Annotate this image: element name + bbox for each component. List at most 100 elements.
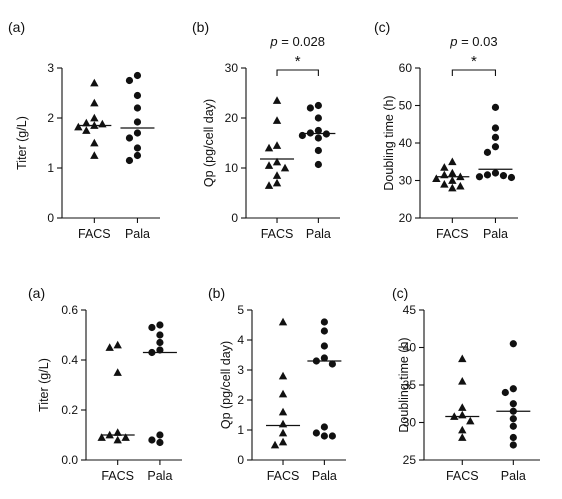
panel-top-a: (a) 0 1 2 3 Titer (g/L) FACS Pala bbox=[8, 19, 160, 241]
x-category-label: FACS bbox=[261, 227, 294, 241]
data-point-triangle bbox=[113, 368, 122, 376]
y-tick-label: 50 bbox=[399, 99, 413, 113]
data-point-circle bbox=[156, 321, 164, 329]
panel-label: (c) bbox=[392, 285, 408, 301]
data-point-triangle bbox=[121, 433, 130, 441]
data-point-circle bbox=[125, 156, 134, 165]
panel-bottom-b: (b) 0 1 2 3 4 5 Qp (pg/cell day) FACS Pala bbox=[208, 285, 346, 483]
p-value-label: p = 0.028 bbox=[269, 34, 325, 49]
y-tick-label: 0 bbox=[47, 211, 54, 225]
data-point-circle bbox=[320, 432, 328, 440]
data-point-circle bbox=[320, 327, 328, 335]
data-point-triangle bbox=[264, 143, 274, 152]
data-point-triangle bbox=[272, 96, 282, 104]
data-point-triangle bbox=[280, 163, 290, 172]
data-point-circle bbox=[509, 340, 517, 348]
data-point-triangle bbox=[98, 119, 107, 128]
data-point-circle bbox=[314, 114, 322, 122]
data-point-circle bbox=[156, 346, 164, 354]
data-point-circle bbox=[314, 134, 322, 142]
y-tick-label: 20 bbox=[225, 111, 239, 125]
y-tick-label: 30 bbox=[403, 416, 417, 430]
data-point-circle bbox=[509, 385, 517, 393]
y-axis-label: Doubling time (h) bbox=[382, 95, 396, 190]
data-point-circle bbox=[320, 318, 328, 326]
x-category-label: Pala bbox=[483, 227, 508, 241]
data-point-triangle bbox=[82, 126, 91, 134]
y-tick-label: 0.0 bbox=[61, 453, 78, 467]
data-point-circle bbox=[509, 422, 517, 430]
data-point-triangle bbox=[82, 118, 91, 127]
significance-star: * bbox=[295, 53, 301, 70]
data-point-triangle bbox=[270, 440, 280, 449]
data-point-circle bbox=[156, 431, 164, 439]
data-point-circle bbox=[125, 76, 134, 85]
panel-top-b: (b) 0 10 20 30 Qp (pg/cell day) FACS Pala * p = 0… bbox=[192, 19, 340, 241]
data-point-triangle bbox=[448, 176, 457, 184]
data-point-triangle bbox=[278, 317, 288, 326]
panel-label: (b) bbox=[192, 19, 209, 35]
data-point-circle bbox=[491, 169, 500, 177]
data-point-triangle bbox=[264, 181, 274, 189]
data-point-triangle bbox=[278, 428, 288, 437]
data-point-triangle bbox=[456, 181, 465, 190]
y-tick-label: 5 bbox=[237, 303, 244, 317]
y-tick-label: 0 bbox=[237, 453, 244, 467]
data-point-circle bbox=[125, 134, 134, 142]
y-tick-label: 2 bbox=[47, 111, 54, 125]
data-point-triangle bbox=[113, 340, 122, 349]
y-tick-label: 0.6 bbox=[61, 303, 78, 317]
data-point-circle bbox=[314, 101, 322, 110]
x-category-label: FACS bbox=[446, 469, 479, 483]
data-point-circle bbox=[501, 388, 509, 397]
y-tick-label: 1 bbox=[47, 161, 54, 175]
data-point-triangle bbox=[90, 98, 99, 107]
x-category-label: FACS bbox=[78, 227, 111, 241]
data-point-triangle bbox=[272, 171, 282, 179]
data-point-triangle bbox=[440, 180, 449, 188]
x-category-label: Pala bbox=[306, 227, 331, 241]
y-tick-label: 10 bbox=[225, 161, 239, 175]
data-point-triangle bbox=[113, 435, 122, 444]
y-tick-label: 3 bbox=[237, 363, 244, 377]
data-point-triangle bbox=[272, 116, 282, 124]
data-point-circle bbox=[320, 354, 328, 362]
y-tick-label: 3 bbox=[47, 61, 54, 75]
data-point-circle bbox=[156, 338, 164, 347]
data-point-circle bbox=[133, 129, 142, 137]
data-point-circle bbox=[314, 126, 322, 135]
y-axis-label: Doubling time (h) bbox=[397, 337, 411, 432]
y-axis-label: Qp (pg/cell day) bbox=[219, 341, 233, 429]
x-category-label: Pala bbox=[501, 469, 526, 483]
data-point-circle bbox=[133, 91, 142, 100]
data-point-circle bbox=[314, 160, 322, 169]
data-point-circle bbox=[491, 143, 500, 151]
significance-bracket bbox=[276, 69, 319, 76]
data-point-circle bbox=[133, 71, 142, 80]
data-point-triangle bbox=[432, 174, 441, 182]
x-category-label: FACS bbox=[267, 469, 300, 483]
data-point-circle bbox=[499, 172, 508, 180]
y-tick-label: 25 bbox=[403, 453, 417, 467]
y-tick-label: 35 bbox=[403, 378, 417, 392]
data-point-circle bbox=[507, 173, 516, 182]
panel-bottom-c: (c) 25 30 35 40 45 Doubling time (h) FACS Pala bbox=[392, 285, 540, 483]
data-point-circle bbox=[312, 429, 320, 437]
x-category-label: FACS bbox=[101, 469, 134, 483]
data-point-triangle bbox=[264, 161, 274, 169]
data-point-triangle bbox=[90, 138, 99, 147]
data-point-triangle bbox=[458, 425, 467, 434]
data-point-circle bbox=[133, 144, 142, 152]
data-point-circle bbox=[509, 433, 517, 442]
panel-label: (b) bbox=[208, 285, 225, 301]
y-axis-label: Qp (pg/cell day) bbox=[202, 99, 216, 187]
data-point-circle bbox=[491, 124, 500, 132]
data-point-circle bbox=[314, 146, 322, 155]
data-point-circle bbox=[509, 441, 517, 449]
data-point-triangle bbox=[278, 371, 288, 380]
data-point-triangle bbox=[458, 403, 467, 411]
y-tick-label: 45 bbox=[403, 303, 417, 317]
y-tick-label: 2 bbox=[237, 393, 244, 407]
data-point-circle bbox=[475, 173, 484, 181]
data-point-circle bbox=[509, 400, 517, 408]
